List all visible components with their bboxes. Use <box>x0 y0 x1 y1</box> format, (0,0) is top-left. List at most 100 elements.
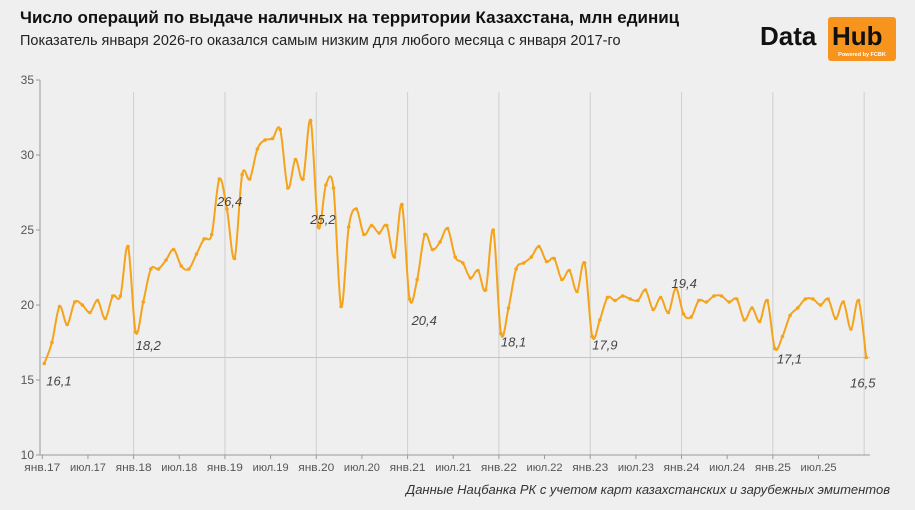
data-point <box>171 247 176 252</box>
data-point <box>712 294 716 298</box>
data-point <box>149 267 153 271</box>
data-point <box>346 225 351 229</box>
data-point <box>483 288 488 292</box>
data-point <box>575 289 579 294</box>
data-point <box>308 118 313 123</box>
data-point <box>156 267 161 271</box>
data-point <box>841 300 846 304</box>
data-point <box>544 259 549 264</box>
data-point <box>636 298 640 303</box>
x-tick-label: июл.19 <box>253 462 289 474</box>
data-point <box>757 319 762 324</box>
x-tick-label: июл.22 <box>527 462 563 474</box>
data-label: 17,1 <box>777 352 802 367</box>
data-point <box>559 277 564 282</box>
data-point <box>658 295 663 300</box>
data-point <box>689 315 693 319</box>
data-point <box>240 172 244 177</box>
data-point <box>65 322 69 327</box>
y-tick-label: 30 <box>21 148 35 162</box>
data-point <box>461 261 465 265</box>
data-label: 18,2 <box>136 338 162 353</box>
data-point <box>263 138 267 142</box>
data-point <box>301 177 305 181</box>
data-point <box>407 297 412 301</box>
data-label: 16,5 <box>850 376 876 391</box>
data-point <box>430 247 435 252</box>
x-tick-label: июл.20 <box>344 462 380 474</box>
data-point <box>50 340 54 345</box>
data-point <box>270 136 275 141</box>
y-tick-label: 10 <box>21 448 35 462</box>
data-point <box>613 298 617 303</box>
data-point <box>72 300 77 304</box>
data-point <box>88 310 92 315</box>
data-point <box>628 297 633 301</box>
x-tick-label: янв.23 <box>572 462 608 474</box>
x-tick-label: июл.23 <box>618 462 654 474</box>
data-point <box>582 261 587 265</box>
data-point <box>833 316 838 321</box>
data-point <box>529 255 534 259</box>
data-point <box>118 294 123 298</box>
x-tick-label: июл.24 <box>709 462 745 474</box>
y-tick-label: 20 <box>21 298 35 312</box>
data-point <box>202 237 206 241</box>
x-tick-label: янв.17 <box>24 462 60 474</box>
data-point <box>765 298 770 303</box>
data-point <box>468 276 473 280</box>
data-point <box>795 306 800 310</box>
data-point <box>567 268 572 273</box>
x-tick-label: янв.22 <box>481 462 517 474</box>
data-point <box>780 334 785 339</box>
data-point <box>506 306 511 310</box>
data-point <box>57 304 62 309</box>
data-label: 25,2 <box>309 212 336 227</box>
data-point <box>225 207 229 211</box>
data-label: 16,1 <box>46 374 71 389</box>
data-point <box>445 226 450 231</box>
data-label: 26,4 <box>216 194 242 209</box>
datahub-logo: Data Hub Powered by FCBK <box>760 17 900 67</box>
data-point <box>590 334 595 339</box>
x-tick-label: июл.25 <box>801 462 837 474</box>
data-point <box>179 264 184 268</box>
y-tick-label: 25 <box>21 223 35 237</box>
data-point <box>42 361 47 366</box>
data-point <box>384 223 389 228</box>
x-tick-label: июл.17 <box>70 462 106 474</box>
y-tick-label: 15 <box>21 373 35 387</box>
x-tick-label: янв.19 <box>207 462 243 474</box>
data-point <box>666 310 671 315</box>
data-point <box>95 298 100 303</box>
series-line <box>43 119 868 364</box>
data-point <box>818 303 823 307</box>
data-point <box>331 186 336 190</box>
data-point <box>826 297 830 301</box>
data-point <box>392 255 397 259</box>
data-point <box>126 244 130 249</box>
data-point <box>423 232 427 237</box>
data-point <box>643 288 648 292</box>
x-tick-label: янв.21 <box>390 462 426 474</box>
chart-title: Число операций по выдаче наличных на тер… <box>20 8 680 27</box>
data-point <box>293 157 298 162</box>
x-tick-label: июл.18 <box>161 462 197 474</box>
data-point <box>194 252 199 256</box>
data-point <box>499 331 503 336</box>
data-point <box>651 307 655 312</box>
logo-box: Hub Powered by FCBK <box>828 17 896 61</box>
data-label: 18,1 <box>501 335 526 350</box>
data-point <box>164 258 168 262</box>
data-point <box>735 297 739 301</box>
logo-word-hub: Hub <box>832 21 883 51</box>
x-tick-label: янв.24 <box>664 462 700 474</box>
x-tick-label: янв.25 <box>755 462 791 474</box>
data-point <box>537 244 541 249</box>
data-point <box>491 228 496 232</box>
y-tick-label: 35 <box>21 73 35 87</box>
data-point <box>521 261 526 265</box>
data-point <box>247 177 252 181</box>
x-tick-label: июл.21 <box>435 462 471 474</box>
chart-subtitle: Показатель января 2026-го оказался самым… <box>20 33 621 49</box>
